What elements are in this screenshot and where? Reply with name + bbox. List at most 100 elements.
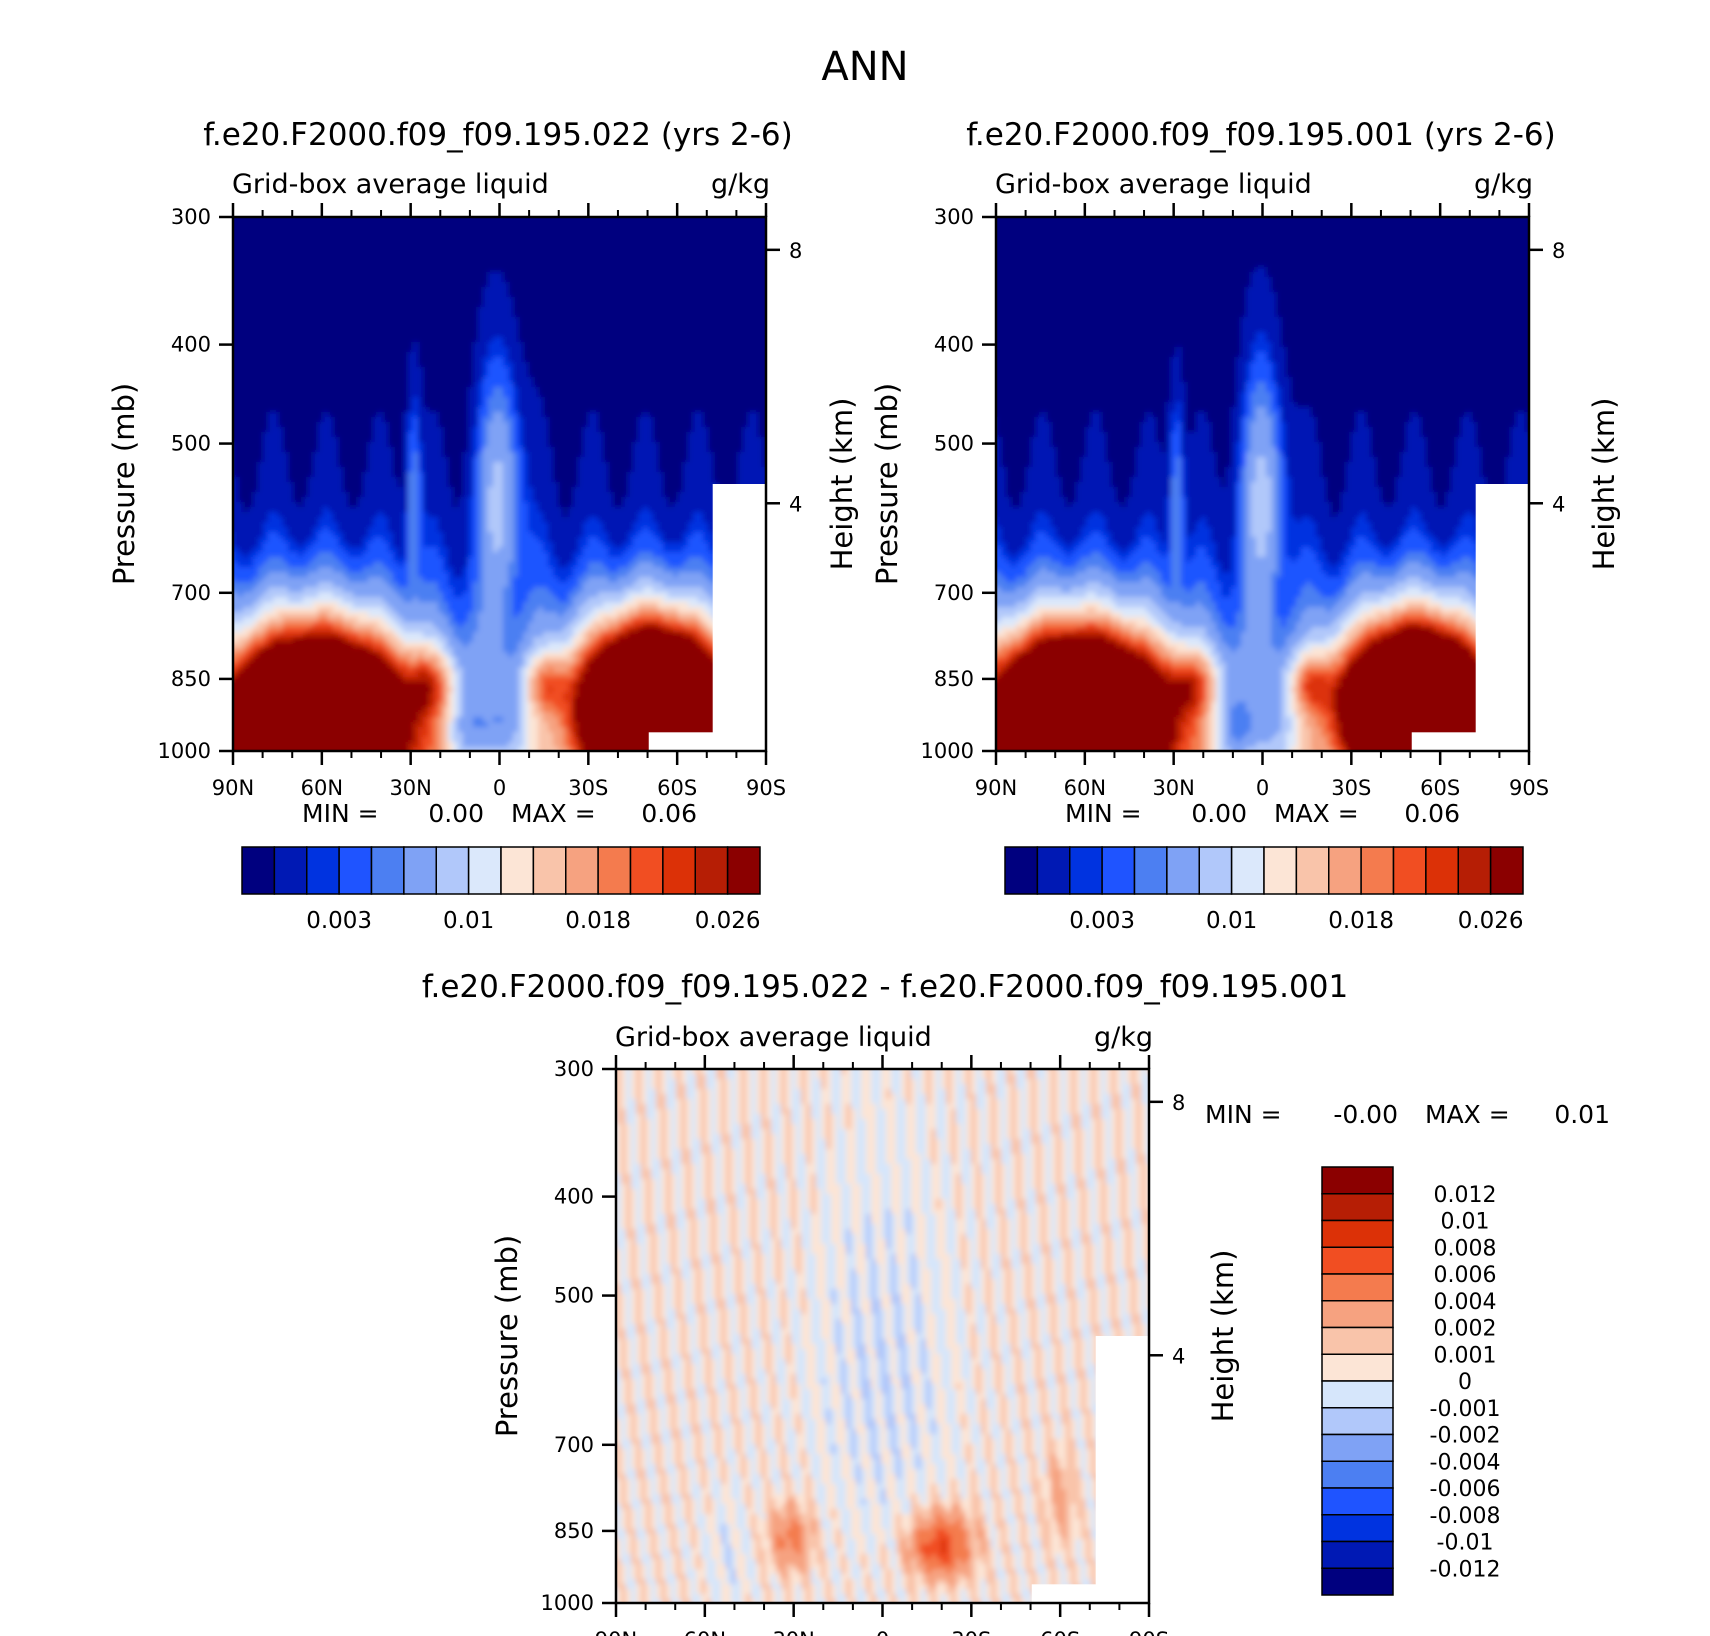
field-cell — [618, 332, 624, 338]
field-cell — [723, 292, 729, 298]
field-cell — [748, 297, 754, 303]
field-cell — [683, 412, 689, 418]
field-cell — [593, 287, 599, 293]
field-cell — [478, 242, 484, 248]
field-cell — [543, 302, 549, 308]
field-cell — [278, 352, 284, 358]
field-cell — [668, 277, 674, 283]
field-cell — [308, 292, 314, 298]
field-cell — [548, 227, 554, 233]
field-cell — [468, 327, 474, 333]
field-cell — [403, 327, 409, 333]
field-cell — [513, 237, 519, 243]
field-cell — [508, 232, 514, 238]
field-cell — [253, 422, 259, 428]
field-cell — [303, 367, 309, 373]
field-cell — [373, 307, 379, 313]
field-cell — [618, 227, 624, 233]
field-cell — [543, 312, 549, 318]
field-cell — [443, 337, 449, 343]
field-cell — [518, 262, 524, 268]
field-cell — [398, 302, 404, 308]
field-cell — [303, 267, 309, 273]
field-cell — [728, 267, 734, 273]
field-cell — [278, 222, 284, 228]
field-cell — [718, 272, 724, 278]
field-cell — [348, 372, 354, 378]
field-cell — [443, 412, 449, 418]
field-cell — [648, 247, 654, 253]
field-cell — [478, 377, 484, 383]
field-cell — [598, 317, 604, 323]
field-cell — [533, 337, 539, 343]
field-cell — [468, 382, 474, 388]
field-cell — [328, 402, 334, 408]
field-cell — [373, 232, 379, 238]
field-cell — [703, 337, 709, 343]
field-cell — [678, 327, 684, 333]
field-cell — [748, 412, 754, 418]
field-cell — [758, 407, 764, 413]
field-cell — [758, 217, 764, 223]
field-cell — [348, 292, 354, 298]
field-cell — [398, 267, 404, 273]
field-cell — [263, 337, 269, 343]
field-cell — [458, 402, 464, 408]
field-cell — [508, 342, 514, 348]
field-cell — [628, 362, 634, 368]
field-cell — [523, 282, 529, 288]
field-cell — [248, 422, 254, 428]
field-cell — [573, 307, 579, 313]
field-cell — [478, 437, 484, 443]
field-cell — [608, 312, 614, 318]
field-cell — [313, 262, 319, 268]
field-cell — [348, 307, 354, 313]
field-cell — [238, 232, 244, 238]
field-cell — [473, 277, 479, 283]
field-cell — [503, 407, 509, 413]
field-cell — [348, 402, 354, 408]
field-cell — [648, 352, 654, 358]
field-cell — [338, 277, 344, 283]
field-cell — [678, 227, 684, 233]
field-cell — [258, 432, 264, 438]
field-cell — [748, 357, 754, 363]
field-cell — [348, 247, 354, 253]
field-cell — [648, 277, 654, 283]
field-cell — [488, 407, 494, 413]
field-cell — [428, 267, 434, 273]
field-cell — [593, 362, 599, 368]
field-cell — [383, 392, 389, 398]
field-cell — [403, 247, 409, 253]
field-cell — [263, 307, 269, 313]
field-cell — [433, 232, 439, 238]
field-cell — [528, 252, 534, 258]
field-cell — [238, 352, 244, 358]
field-cell — [668, 272, 674, 278]
field-cell — [328, 347, 334, 353]
field-cell — [648, 382, 654, 388]
field-cell — [768, 342, 774, 348]
field-cell — [348, 432, 354, 438]
field-cell — [248, 432, 254, 438]
field-cell — [548, 327, 554, 333]
field-cell — [708, 292, 714, 298]
field-cell — [508, 237, 514, 243]
field-cell — [448, 322, 454, 328]
field-cell — [723, 357, 729, 363]
field-cell — [698, 417, 704, 423]
field-cell — [653, 242, 659, 248]
field-cell — [543, 282, 549, 288]
field-cell — [548, 377, 554, 383]
field-cell — [383, 427, 389, 433]
field-cell — [553, 227, 559, 233]
field-cell — [293, 437, 299, 443]
field-cell — [328, 242, 334, 248]
field-cell — [258, 252, 264, 258]
field-cell — [593, 427, 599, 433]
field-cell — [528, 412, 534, 418]
field-cell — [278, 367, 284, 373]
field-cell — [448, 432, 454, 438]
field-cell — [613, 257, 619, 263]
field-cell — [428, 412, 434, 418]
